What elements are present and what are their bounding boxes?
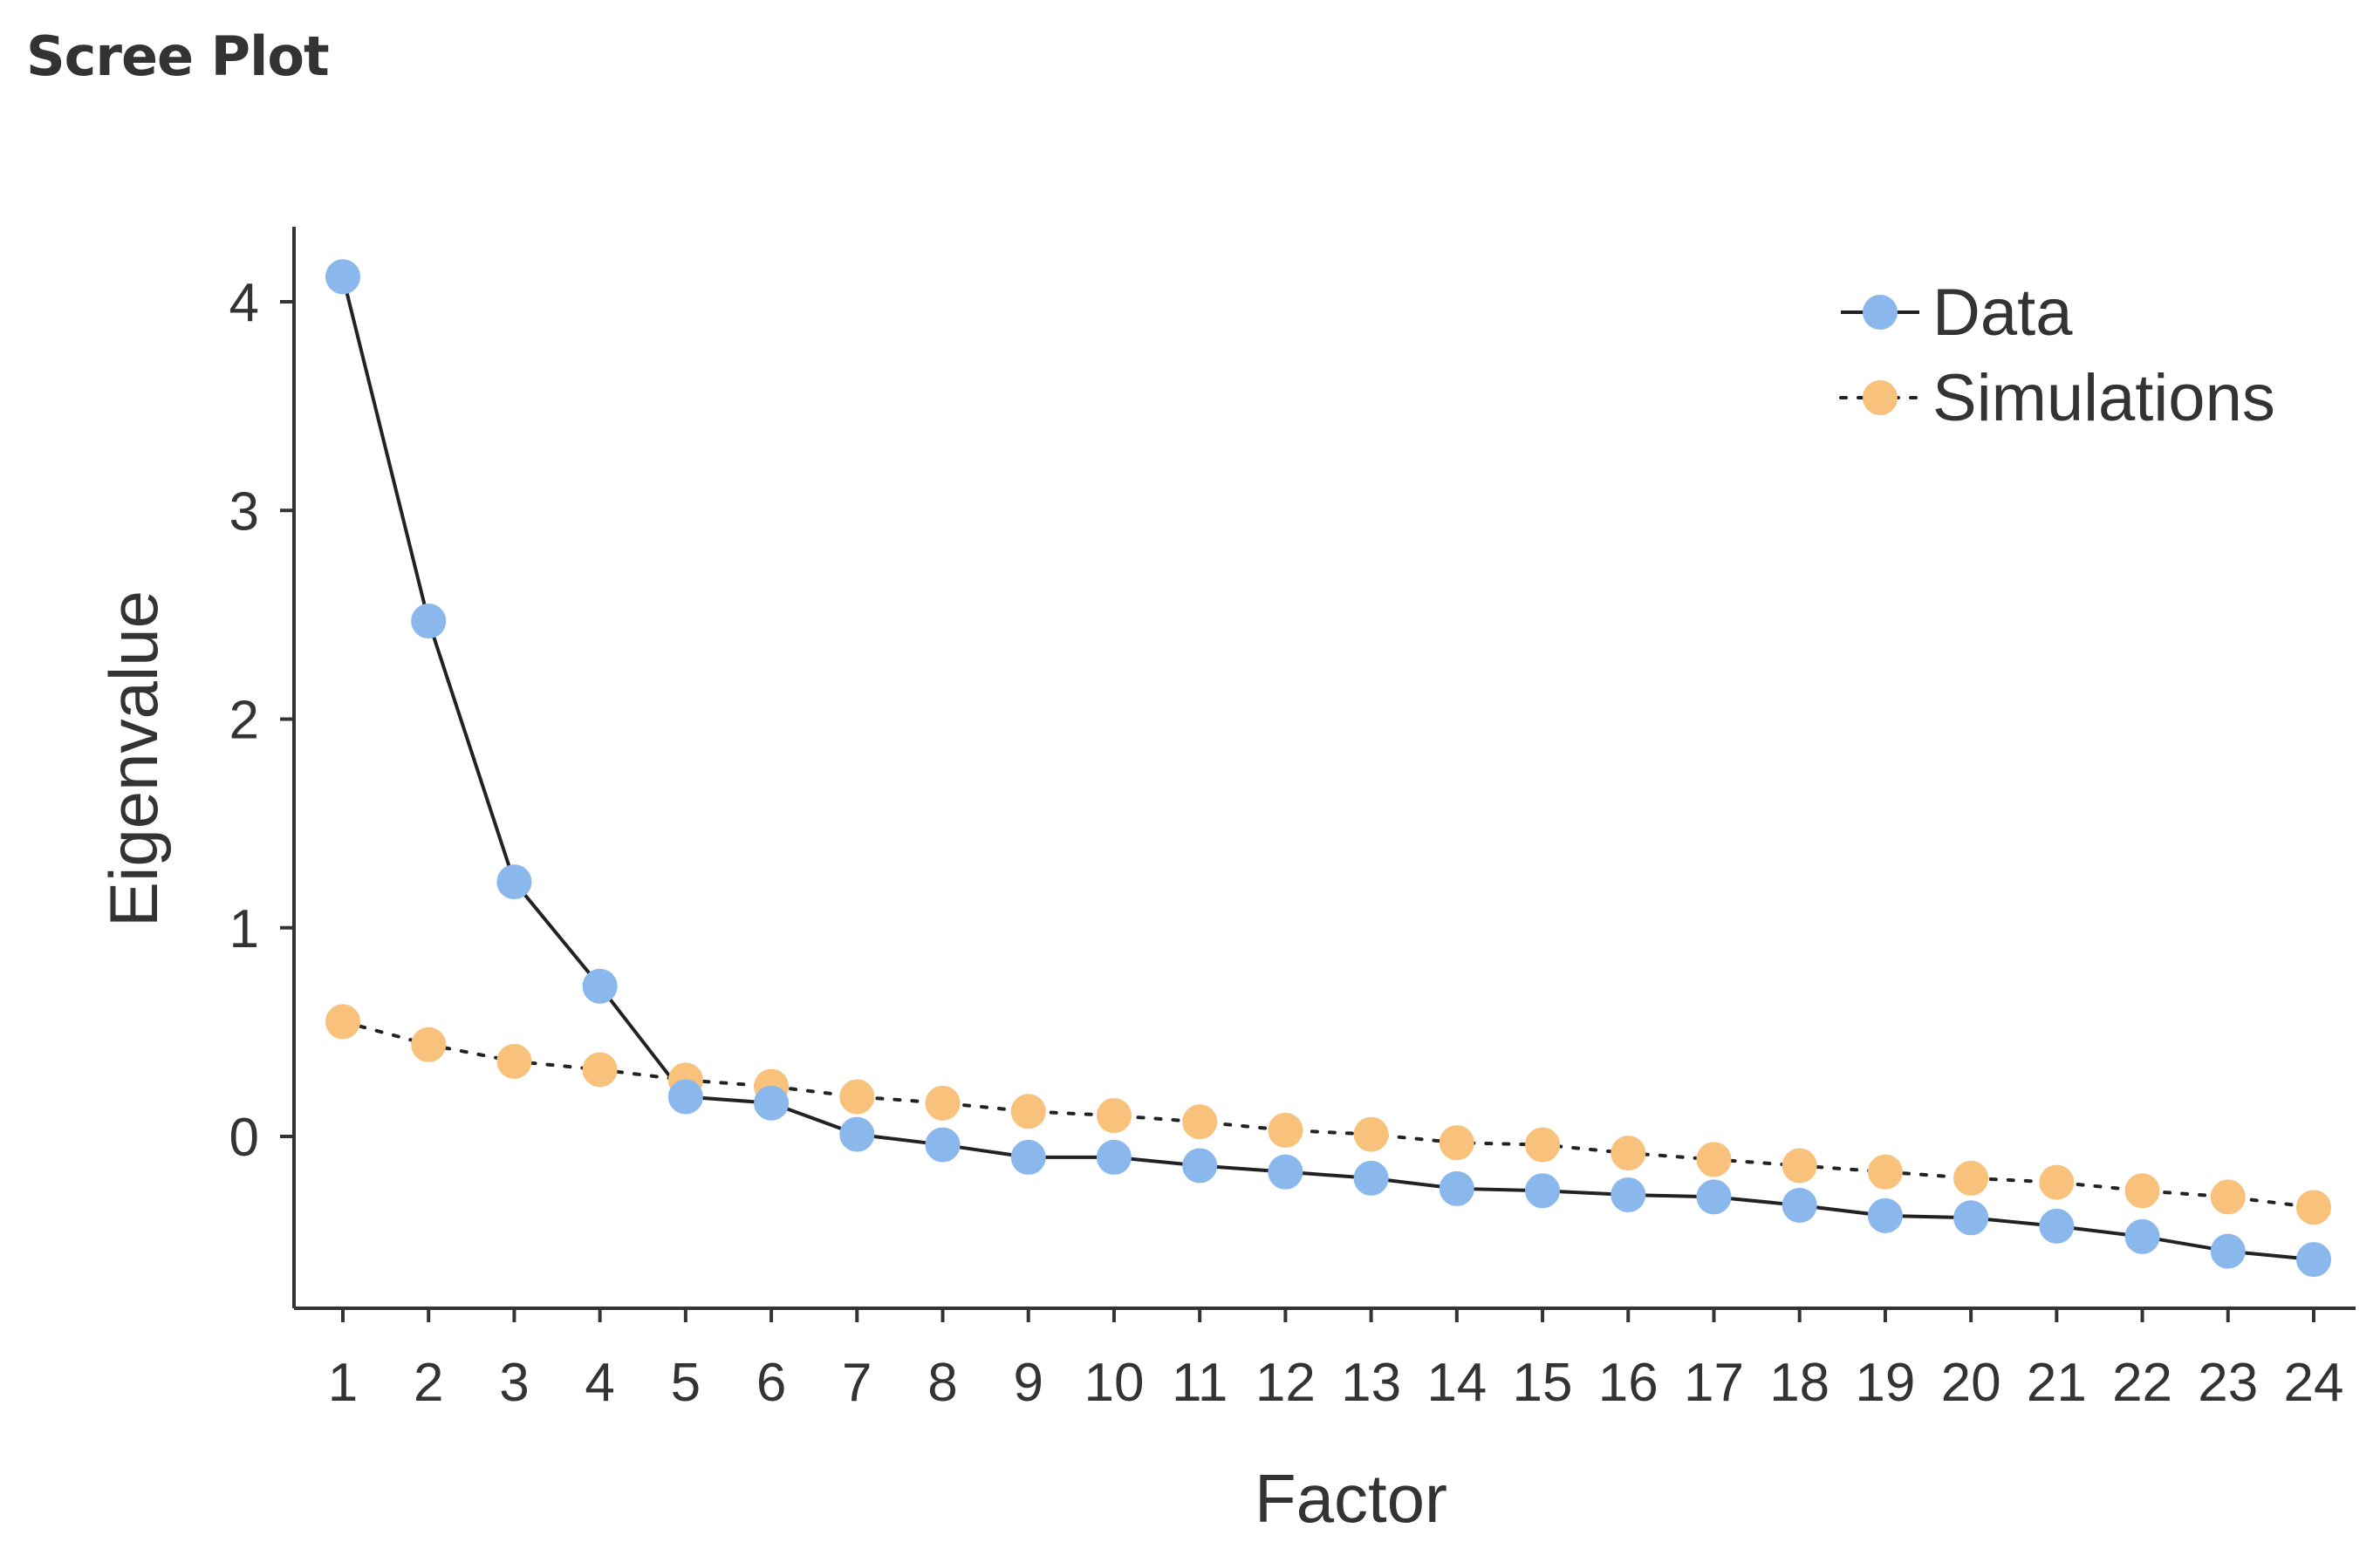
page-title: Scree Plot <box>26 24 330 88</box>
data-point-data <box>2039 1208 2075 1244</box>
x-tick-label: 9 <box>1013 1353 1043 1413</box>
data-point-data <box>1353 1160 1389 1196</box>
data-point-simulations <box>1096 1098 1132 1134</box>
x-axis-title: Factor <box>1255 1460 1447 1537</box>
data-point-simulations <box>1439 1125 1474 1161</box>
data-point-data <box>2124 1218 2160 1254</box>
data-point-simulations <box>1611 1136 1646 1171</box>
data-point-data <box>1182 1148 1218 1184</box>
x-tick-label: 21 <box>2027 1353 2087 1413</box>
data-point-simulations <box>2296 1190 2331 1225</box>
legend-label-simulations: Simulations <box>1932 361 2275 435</box>
x-tick-label: 16 <box>1598 1353 1658 1413</box>
x-tick-label: 6 <box>756 1353 786 1413</box>
legend: Data Simulations <box>1839 276 2275 435</box>
data-point-simulations <box>2039 1164 2075 1200</box>
data-point-data <box>325 259 360 295</box>
x-tick-label: 7 <box>842 1353 872 1413</box>
x-tick-label: 12 <box>1255 1353 1316 1413</box>
y-tick-label: 3 <box>229 481 259 542</box>
data-point-data <box>1782 1187 1817 1223</box>
data-point-simulations <box>1782 1148 1817 1184</box>
data-point-data <box>411 604 447 639</box>
x-tick-label: 23 <box>2198 1353 2258 1413</box>
x-tick-label: 19 <box>1855 1353 1915 1413</box>
data-point-simulations <box>1353 1116 1389 1152</box>
x-tick-label: 15 <box>1513 1353 1573 1413</box>
x-tick-label: 8 <box>927 1353 957 1413</box>
x-tick-label: 2 <box>414 1353 443 1413</box>
data-point-data <box>582 968 618 1004</box>
data-point-simulations <box>839 1079 875 1115</box>
data-point-simulations <box>1182 1104 1218 1140</box>
x-tick-label: 13 <box>1341 1353 1401 1413</box>
y-tick-label: 0 <box>229 1108 259 1168</box>
legend-marker-simulations <box>1863 380 1898 415</box>
data-point-data <box>2296 1242 2331 1278</box>
data-point-data <box>1611 1177 1646 1212</box>
data-point-data <box>1953 1200 1989 1236</box>
x-tick-label: 1 <box>328 1353 358 1413</box>
data-point-simulations <box>496 1043 532 1079</box>
x-tick-label: 5 <box>671 1353 701 1413</box>
data-point-data <box>1525 1173 1561 1209</box>
x-tick-label: 18 <box>1769 1353 1829 1413</box>
series-points <box>325 259 2331 1278</box>
data-point-simulations <box>1525 1127 1561 1163</box>
data-point-data <box>754 1085 790 1121</box>
x-tick-label: 17 <box>1684 1353 1744 1413</box>
data-point-simulations <box>1268 1112 1303 1148</box>
y-axis-title: Eigenvalue <box>95 590 172 927</box>
data-point-simulations <box>582 1052 618 1088</box>
y-tick-label: 1 <box>229 899 259 959</box>
data-point-data <box>1696 1179 1732 1215</box>
data-point-data <box>1010 1139 1046 1175</box>
data-point-simulations <box>1867 1154 1903 1190</box>
x-tick-label: 20 <box>1941 1353 2001 1413</box>
x-tick-label: 11 <box>1172 1353 1228 1413</box>
legend-marker-data <box>1863 295 1898 330</box>
y-tick-label: 4 <box>229 273 259 333</box>
data-point-data <box>496 864 532 900</box>
data-point-data <box>839 1116 875 1152</box>
data-point-simulations <box>1696 1142 1732 1177</box>
data-point-simulations <box>1953 1160 1989 1196</box>
data-point-data <box>1439 1170 1474 1206</box>
data-point-data <box>1867 1197 1903 1233</box>
x-tick-label: 10 <box>1084 1353 1144 1413</box>
series-line-simulations <box>341 1020 2315 1210</box>
legend-label-data: Data <box>1932 276 2073 350</box>
data-point-data <box>667 1079 703 1115</box>
data-point-simulations <box>325 1004 360 1040</box>
data-point-data <box>1096 1139 1132 1175</box>
x-tick-label: 14 <box>1426 1353 1487 1413</box>
x-tick-label: 24 <box>2284 1353 2344 1413</box>
data-point-simulations <box>411 1027 447 1062</box>
x-tick-label: 3 <box>499 1353 529 1413</box>
data-point-simulations <box>1010 1094 1046 1129</box>
data-point-data <box>925 1127 961 1163</box>
data-point-data <box>1268 1154 1303 1190</box>
data-point-simulations <box>2210 1179 2246 1215</box>
data-point-data <box>2210 1233 2246 1269</box>
y-tick-label: 2 <box>229 691 259 751</box>
x-tick-label: 4 <box>585 1353 614 1413</box>
data-point-simulations <box>2124 1173 2160 1209</box>
data-point-simulations <box>925 1085 961 1121</box>
x-tick-label: 22 <box>2112 1353 2172 1413</box>
